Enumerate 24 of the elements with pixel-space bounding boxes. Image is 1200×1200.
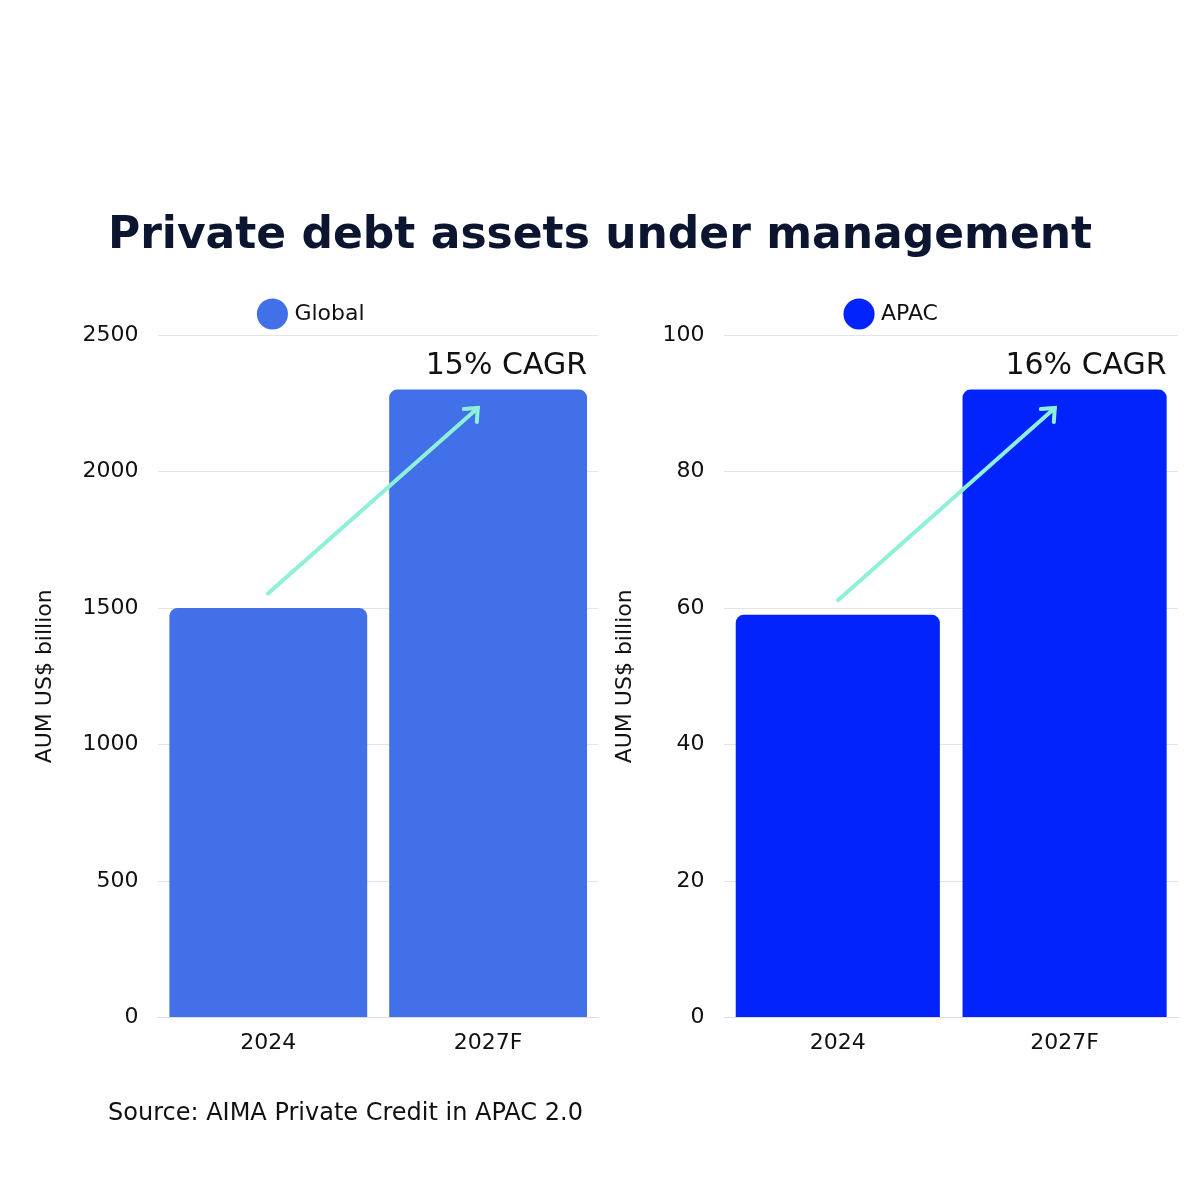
- source-note: Source: AIMA Private Credit in APAC 2.0: [108, 1098, 584, 1126]
- y-tick-label: 1500: [82, 593, 139, 619]
- x-tick-label: 2027F: [453, 1028, 523, 1054]
- y-tick-label: 2000: [82, 457, 139, 483]
- y-tick-label: 0: [124, 1003, 139, 1029]
- y-tick-label: 500: [96, 866, 139, 892]
- y-tick-label: 0: [690, 1003, 705, 1029]
- y-tick-label: 40: [676, 730, 705, 756]
- y-tick-label: 60: [676, 593, 705, 619]
- x-tick-label: 2024: [809, 1028, 866, 1054]
- x-tick-label: 2027F: [1030, 1028, 1099, 1054]
- y-tick-label: 100: [662, 320, 705, 346]
- y-tick-label: 80: [676, 457, 705, 483]
- annotation: 15% CAGR: [425, 346, 588, 382]
- x-tick-label: 2024: [240, 1028, 297, 1054]
- y-axis-title: AUM US$ billion: [30, 589, 56, 764]
- chart-title: Private debt assets under management: [107, 207, 1093, 258]
- annotation: 16% CAGR: [1005, 346, 1167, 382]
- legend-label: Global: [294, 299, 365, 325]
- y-axis-title: AUM US$ billion: [610, 589, 636, 764]
- y-tick-label: 20: [676, 866, 705, 892]
- legend-label: APAC: [881, 299, 938, 325]
- y-tick-label: 2500: [82, 320, 139, 346]
- y-tick-label: 1000: [82, 730, 139, 756]
